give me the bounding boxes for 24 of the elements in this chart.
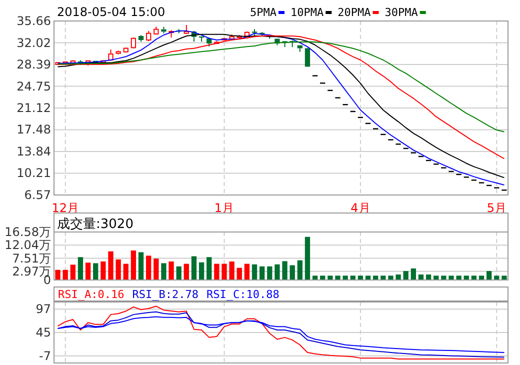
y-tick-label: 24.75 xyxy=(16,79,51,94)
series-label: RSI_A:0.16 xyxy=(58,288,124,301)
y-tick-label: 13.84 xyxy=(16,144,51,159)
y-tick-label: 17.48 xyxy=(16,122,51,137)
text: RSI_C:10.88 xyxy=(206,288,280,301)
y-tick-label: -7 xyxy=(39,348,51,363)
chart-title: 成交量:3020 xyxy=(57,216,134,232)
y-tick-label: 21.12 xyxy=(16,100,51,115)
y-tick-label: 45 xyxy=(36,326,51,340)
y-tick-label: 16.58万 xyxy=(4,225,51,239)
y-tick-label: 6.57 xyxy=(24,188,51,202)
y-tick-label: 12.04万 xyxy=(4,238,51,252)
legend-label: 5PMA xyxy=(250,6,277,19)
series-label: RSI_B:2.78 xyxy=(132,288,198,301)
y-tick-label: 97 xyxy=(36,302,51,316)
legend-label: 10PMA xyxy=(290,6,324,19)
legend-label: 20PMA xyxy=(338,6,372,19)
y-tick-label: 35.66 xyxy=(16,14,51,28)
y-tick-label: 32.02 xyxy=(16,36,51,50)
legend-label: 30PMA xyxy=(384,6,418,19)
y-tick-label: 7.51万 xyxy=(12,251,51,266)
chart-title: 2018-05-04 15:00 xyxy=(57,5,166,19)
y-tick-label: 28.39 xyxy=(16,57,51,72)
y-tick-label: 10.21 xyxy=(16,166,51,180)
